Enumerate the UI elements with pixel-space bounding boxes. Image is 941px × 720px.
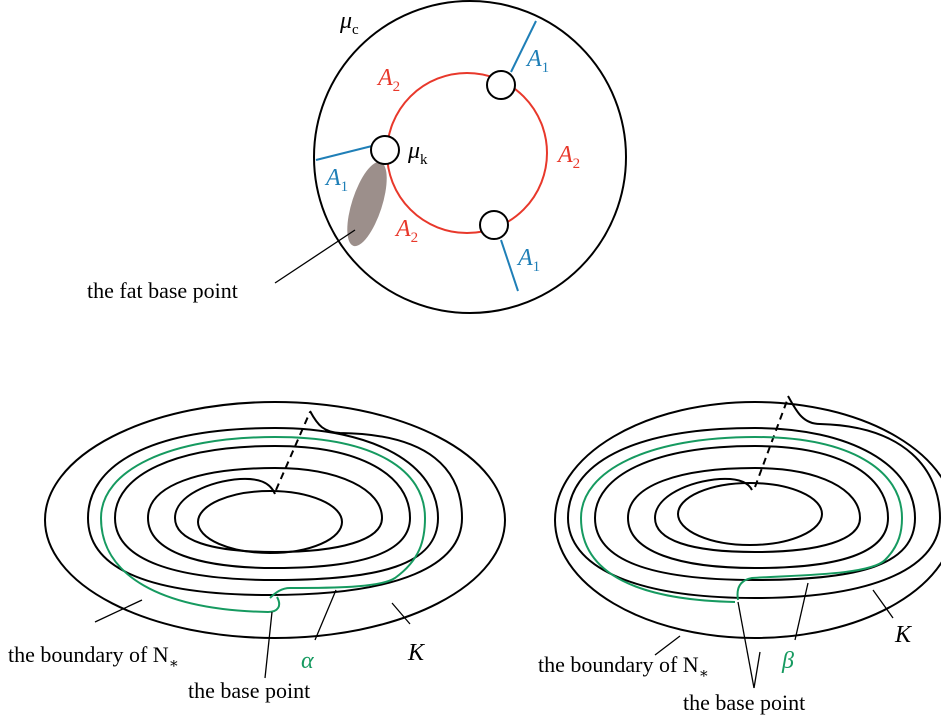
base-point-pointer-right-2	[753, 651, 761, 689]
inner-oval-left	[197, 490, 343, 554]
mu-k-label: μk	[407, 138, 428, 168]
fat-base-point	[347, 161, 387, 247]
dashed-segment-right	[754, 397, 789, 488]
hole-left	[370, 135, 400, 165]
boundary-ellipse-left	[44, 401, 506, 639]
base-point-pointer-left	[264, 611, 273, 679]
boundary-label-left: the boundary of N∗	[8, 642, 179, 672]
mu-c-label: μc	[339, 8, 359, 38]
bottom-left-diagram: the boundary of N∗ K α the base point	[8, 401, 506, 703]
alpha-curve	[99, 435, 427, 614]
knot-pointer-left	[391, 602, 411, 625]
beta-curve	[579, 435, 904, 603]
outer-circle	[313, 0, 627, 314]
hole-top	[486, 70, 516, 100]
top-diagram: μc μk A2 A2 A2 A1 A1 A1 the fat base poi…	[87, 0, 627, 314]
a2-label-bottomleft: A2	[394, 216, 418, 246]
knot-k-right	[566, 395, 941, 600]
a2-label-topleft: A2	[376, 65, 400, 95]
alpha-label: α	[301, 648, 314, 674]
boundary-label-right: the boundary of N∗	[538, 652, 709, 682]
base-point-pointer-right-1	[737, 601, 755, 689]
hole-bottom	[479, 210, 509, 240]
boundary-pointer-right	[654, 635, 681, 656]
knot-k-left	[86, 410, 464, 597]
blue-arc-left	[315, 145, 373, 161]
a1-label-top: A1	[525, 46, 549, 76]
base-point-label-right: the base point	[683, 690, 805, 715]
bottom-right-diagram: the boundary of N∗ K β the base point	[538, 395, 941, 715]
knot-label-right: K	[894, 622, 913, 648]
fat-base-point-label: the fat base point	[87, 278, 238, 303]
boundary-pointer-left	[94, 599, 143, 623]
dashed-segment-left	[275, 411, 311, 491]
a1-label-left: A1	[324, 165, 348, 195]
fat-base-point-pointer	[274, 229, 356, 284]
blue-arc-bottom	[500, 239, 519, 292]
a2-label-right: A2	[556, 142, 580, 172]
base-point-label-left: the base point	[188, 678, 310, 703]
alpha-pointer	[314, 589, 337, 641]
knot-pointer-right	[872, 589, 894, 619]
beta-pointer	[794, 582, 809, 641]
a1-label-bottom: A1	[516, 245, 540, 275]
blue-arc-top	[510, 20, 537, 73]
beta-label: β	[781, 648, 794, 674]
boundary-ellipse-right	[554, 401, 941, 639]
inner-oval-right	[677, 482, 823, 546]
knot-label-left: K	[407, 640, 426, 666]
